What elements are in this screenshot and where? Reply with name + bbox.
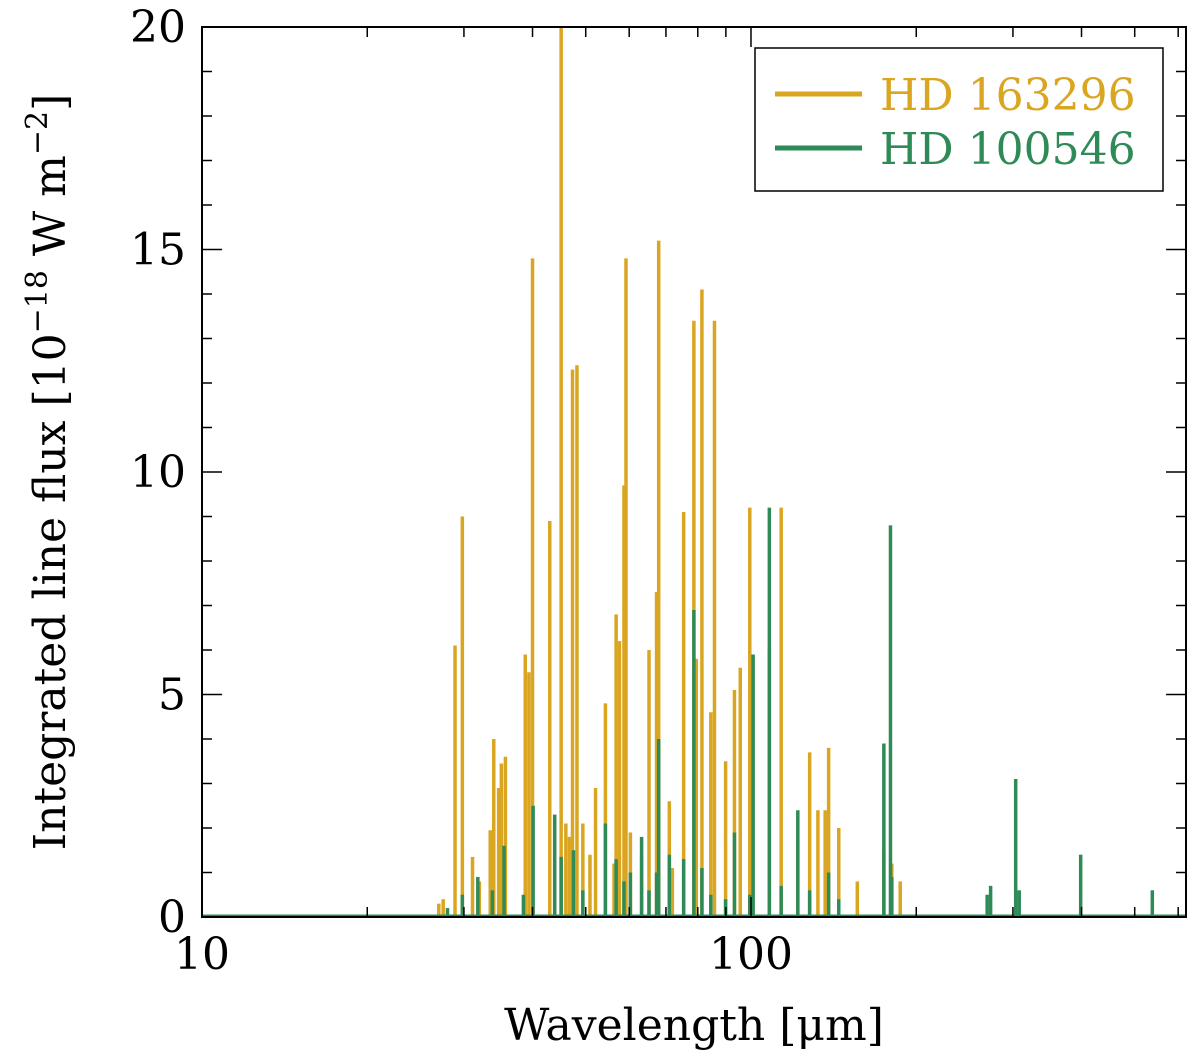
x-tick-label: 10: [174, 929, 230, 980]
x-tick-label: 100: [709, 929, 793, 980]
legend-label-hd-163296: HD 163296: [880, 70, 1136, 121]
y-axis-label-pre: Integrated line flux [10: [25, 333, 76, 850]
y-axis-label-mid: W m: [25, 155, 76, 270]
y-axis-label-sup1: −18: [20, 270, 55, 333]
y-axis-label: Integrated line flux [10−18 W m−2]: [20, 94, 76, 851]
x-axis-label: Wavelength [μm]: [504, 1000, 884, 1051]
y-axis-label-post: ]: [25, 94, 76, 111]
legend-label-hd-100546: HD 100546: [880, 124, 1136, 175]
tick-labels-layer: 0 5 10 15 20 10 100: [130, 2, 793, 980]
legend: HD 163296 HD 100546: [754, 47, 1164, 192]
y-tick-label: 5: [158, 670, 186, 721]
legend-box: [754, 47, 1164, 192]
ticks-layer: [201, 26, 1186, 918]
y-tick-label: 0: [158, 892, 186, 943]
y-axis-label-sup2: −2: [20, 111, 55, 155]
y-tick-label: 20: [130, 2, 186, 53]
y-tick-label: 10: [130, 447, 186, 498]
y-tick-label: 15: [130, 225, 186, 276]
